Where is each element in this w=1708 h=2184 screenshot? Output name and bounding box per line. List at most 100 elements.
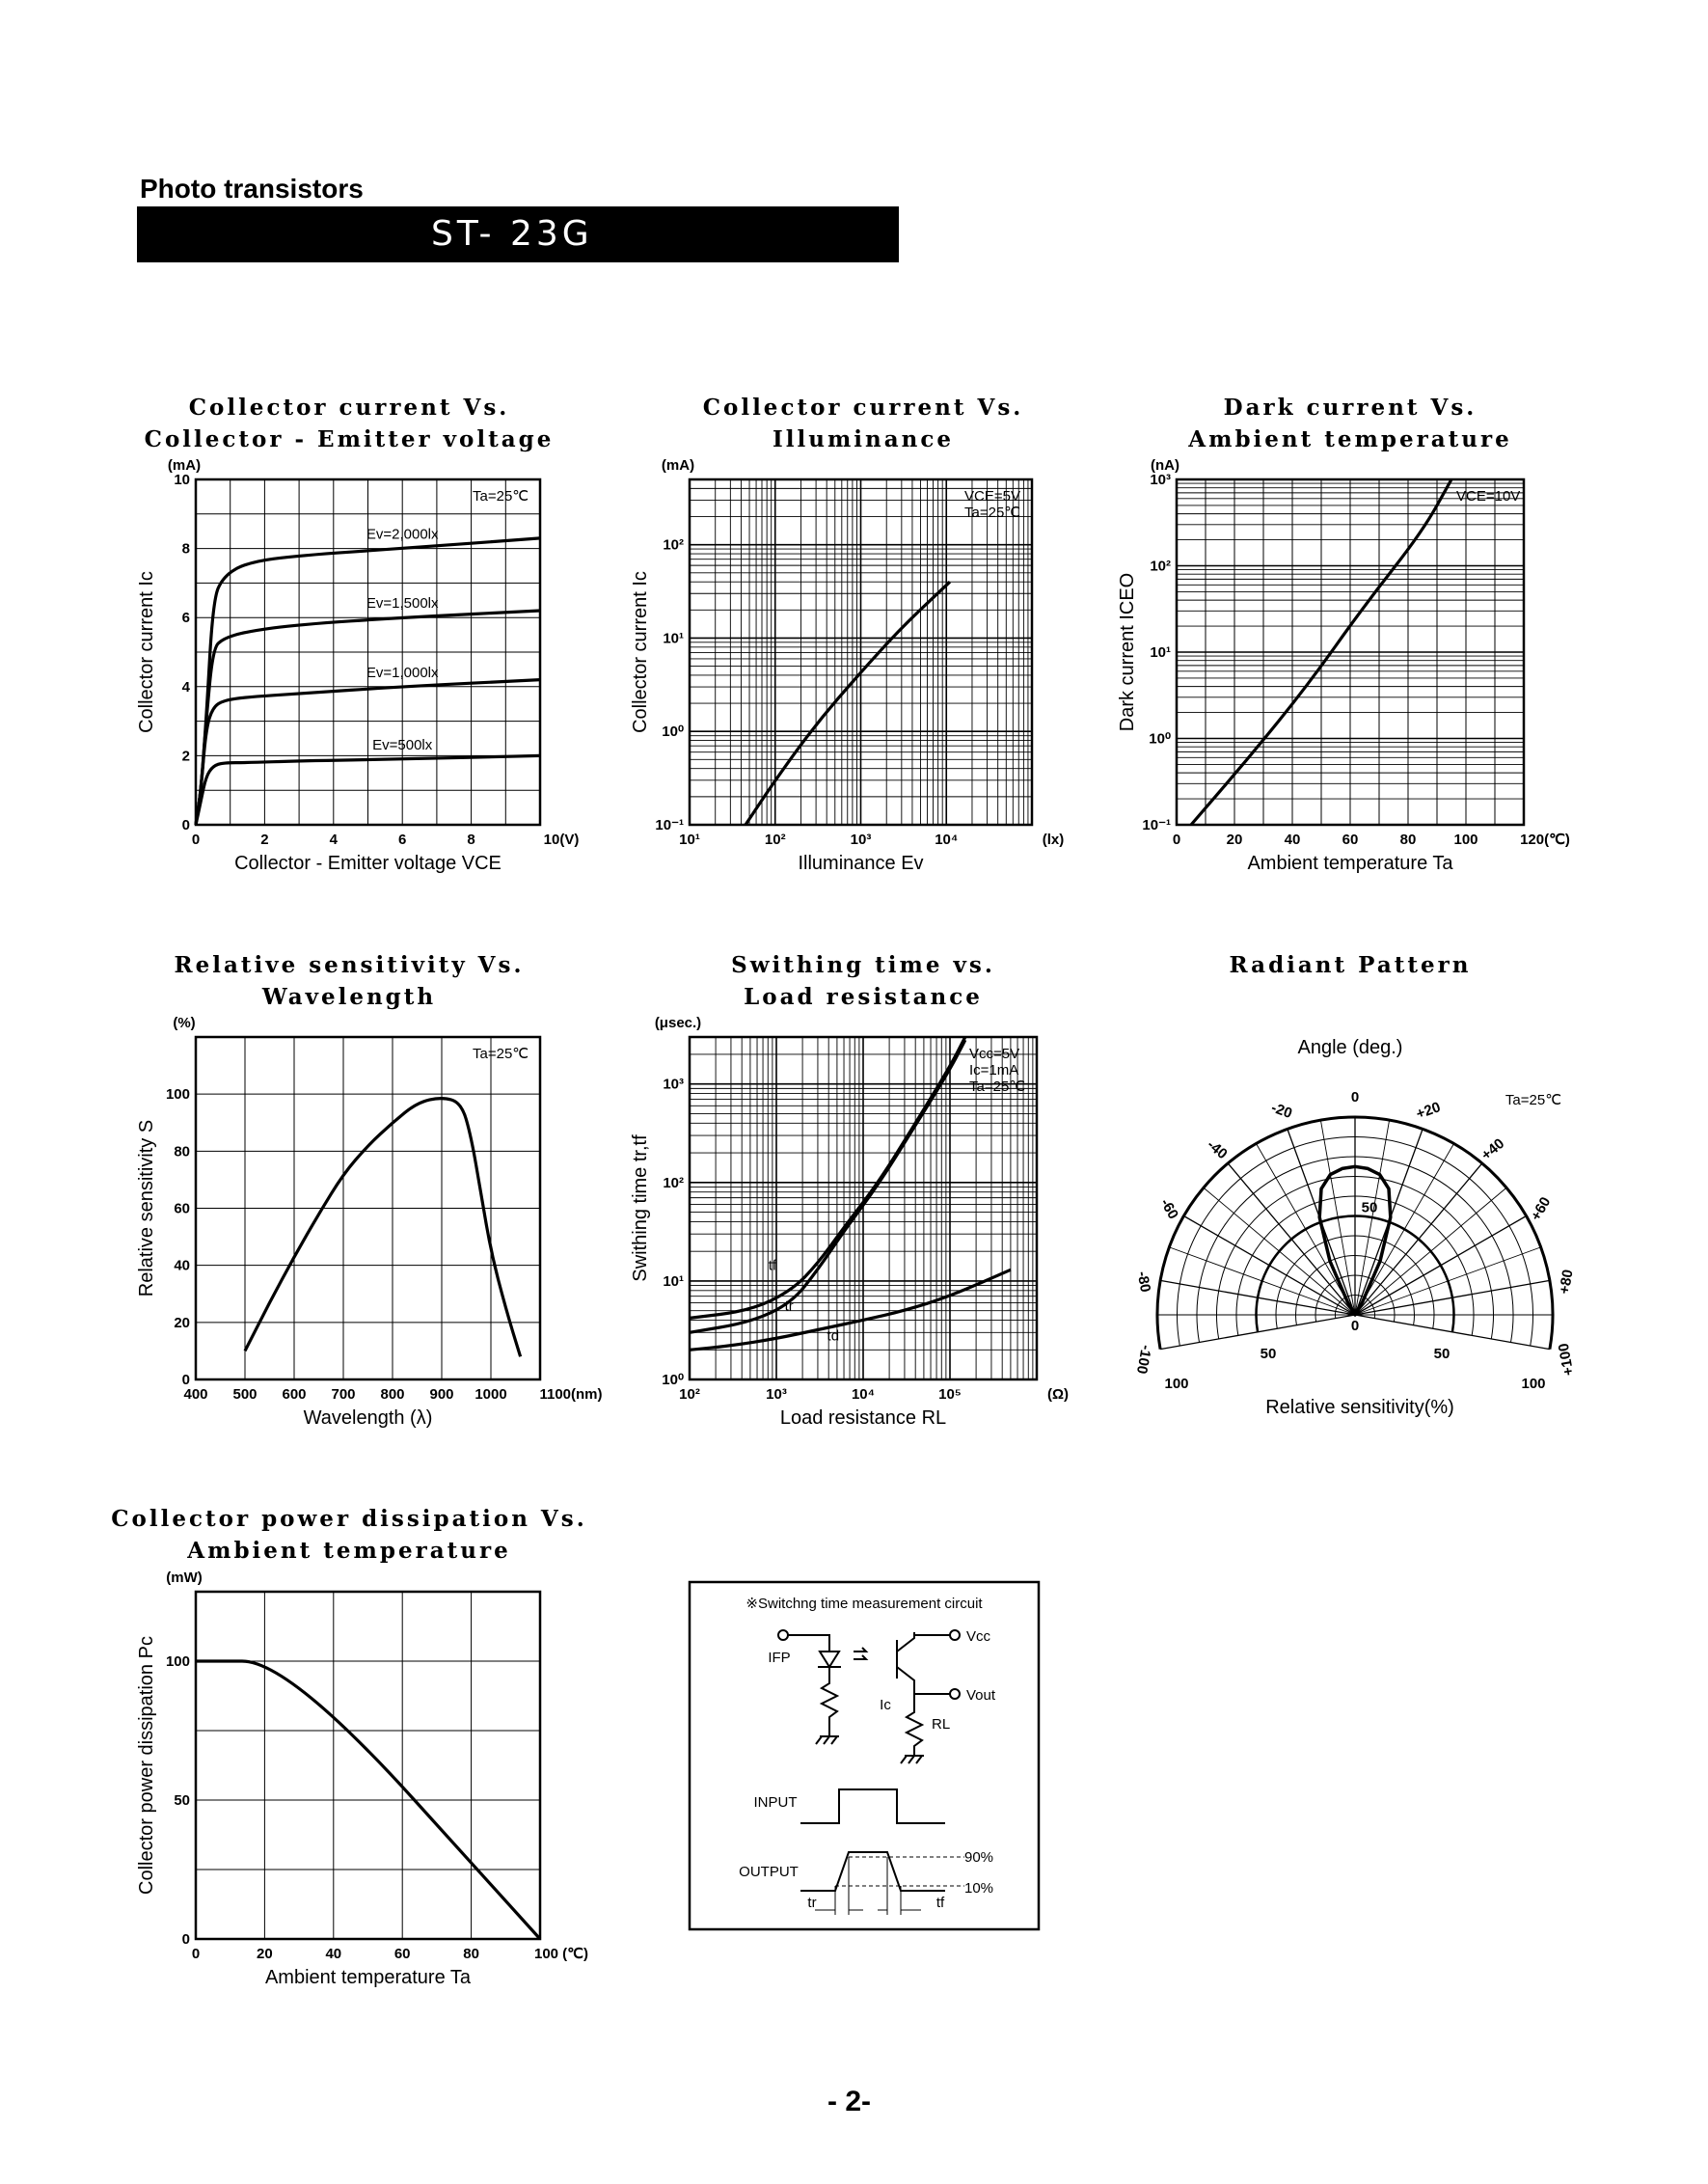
grid [690,479,1032,825]
output-waveform [800,1851,945,1892]
polar-angle-tick: 0 [1351,1089,1359,1106]
x-unit: (Ω) [1047,1386,1069,1403]
series-line [243,1097,523,1357]
x-unit: (lx) [1043,832,1065,848]
x-axis-label: Illuminance Ev [798,853,923,874]
plot-frame [688,1035,1039,1381]
chart-5: Swithing time vs. Load resistance 10² 10³ 10… [630,952,1069,1429]
x-axis-label: Ambient temperature Ta [1247,853,1453,874]
grid [196,1037,540,1379]
x-tick-label: 900 [429,1386,453,1403]
condition-note-line: VCE=5V [964,488,1020,505]
series-line [194,753,541,826]
x-tick-label: 1000 [474,1386,506,1403]
polar-spoke [1319,1120,1356,1316]
x-tick-label: 10² [679,1386,700,1403]
polar-angle-tick: +60 [1528,1194,1554,1224]
y-tick-label: 10² [1150,559,1171,575]
x-axis-label: Load resistance RL [780,1407,946,1429]
input-terminal [777,1629,789,1641]
y-tick-label: 0 [182,1931,190,1948]
threshold-lines [835,1856,964,1887]
y-axis-label: Collector current Ic [136,571,157,733]
y-tick-label: 6 [182,610,190,626]
condition-note-line: Ic=1mA [969,1062,1018,1078]
y-axis-label: Dark current ICEO [1117,573,1138,731]
x-tick-label: 400 [183,1386,207,1403]
x-unit: 100 (℃) [534,1946,588,1962]
condition-note: Ta=25℃ [1505,1092,1561,1108]
y-unit: (mA) [662,457,694,474]
polar-spoke [1354,1143,1454,1316]
y-tick-label: 60 [174,1201,190,1217]
label-90: 90% [964,1849,993,1866]
series-line [689,1039,967,1334]
x-tick-label: 100 [1453,832,1478,848]
y-tick-label: 80 [174,1143,190,1160]
series-label: tf [769,1257,777,1273]
chart-subtitle: Illuminance [773,426,954,452]
x-tick-label: 2 [260,832,268,848]
y-tick-label: 10⁻¹ [1142,817,1171,833]
radial-tick: 50 [1362,1200,1378,1216]
x-tick-label: 10¹ [679,832,700,848]
chart-title: Relative sensitivity Vs. [174,952,524,978]
polar-angle-tick: -80 [1134,1270,1154,1294]
y-unit: (μsec.) [655,1015,701,1031]
y-tick-label: 100 [166,1653,190,1670]
series-label: tr [785,1298,794,1315]
condition-note-line: Ta=25℃ [473,488,529,505]
label-output: OUTPUT [739,1864,799,1880]
x-tick-label: 700 [331,1386,355,1403]
y-tick-label: 10¹ [663,630,684,646]
wire [788,1634,830,1652]
radial-tick: 50 [1261,1346,1277,1362]
chart-subtitle: Load resistance [744,984,983,1010]
plot-frame [194,1035,542,1381]
chart-subtitle: Ambient temperature [1187,426,1511,452]
chart-title: Collector power dissipation Vs. [111,1506,587,1532]
x-tick-label: 10³ [766,1386,787,1403]
polar-angle-tick: -100 [1133,1344,1154,1376]
x-tick-label: 6 [398,832,406,848]
plot-frame [688,478,1034,827]
x-tick-label: 60 [1342,832,1359,848]
chart-title: Swithing time vs. [731,952,995,978]
plot-frame [194,1590,542,1941]
chart-2: Collector current Vs. Illuminance 10¹ 10² 10… [630,395,1064,874]
wire [913,1690,950,1695]
y-tick-label: 10⁰ [1149,731,1171,748]
series-label: Ev=500lx [372,737,433,753]
polar-angle-tick: +100 [1556,1342,1578,1377]
condition-note: Ta=25℃ [473,488,529,505]
timing-markers [815,1857,921,1915]
y-tick-label: 8 [182,541,190,558]
y-axis-label: Collector current Ic [630,571,651,733]
polar-spoke [1354,1246,1541,1316]
radiant-pattern-line [1317,1164,1393,1317]
series-line [689,1268,1012,1351]
polar-spoke [1183,1215,1356,1316]
polar-radial-label: Relative sensitivity(%) [1265,1397,1454,1418]
x-unit: 120(℃) [1520,832,1570,848]
chart-1: Collector current Vs. Collector - Emitter… [136,395,579,874]
chart-6: Radiant Pattern Angle (deg.) Ta=25℃ 0 -20 -40… [1133,952,1578,1418]
load-resistor [904,1690,925,1756]
ground [815,1735,839,1745]
chart-title: Dark current Vs. [1224,395,1478,421]
plot-frame [1175,478,1526,827]
x-unit: 1100(nm) [539,1386,602,1403]
y-tick-label: 10² [663,537,684,554]
label-tr: tr [807,1895,816,1911]
polar-spoke [1354,1187,1507,1316]
polar-spoke [1354,1162,1483,1316]
y-tick-label: 10³ [663,1077,684,1093]
series-line [1189,478,1453,827]
label-vout: Vout [966,1687,996,1704]
y-tick-label: 10⁰ [662,1372,684,1388]
model-name: ST- 23G [431,214,593,254]
switching-circuit: ※Switchng time measurement circuit IFP Vcc… [688,1580,1041,1931]
y-tick-label: 10⁰ [662,723,684,740]
series-label: Ev=1,000lx [366,665,439,681]
series-line [194,678,541,826]
